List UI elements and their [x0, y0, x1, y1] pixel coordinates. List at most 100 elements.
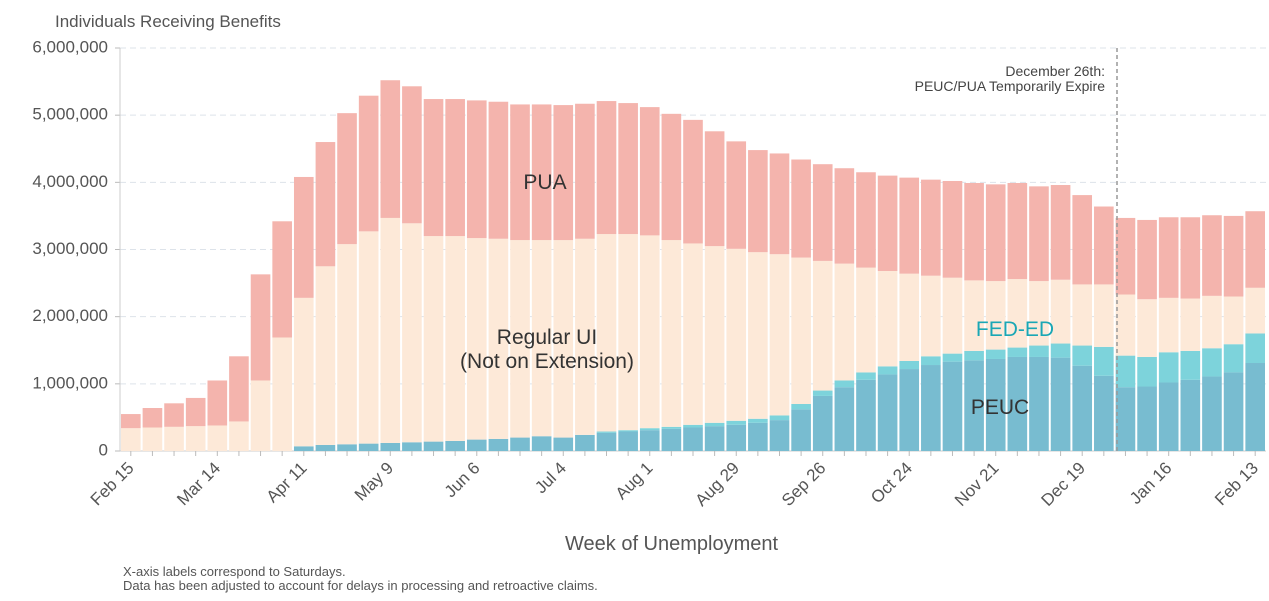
bar-segment [704, 246, 725, 423]
bar-segment [1007, 356, 1028, 451]
bar-segment [553, 240, 574, 438]
x-tick-label: Aug 1 [612, 458, 657, 503]
bar-segment [1072, 284, 1093, 346]
bar-segment [639, 428, 660, 431]
bar-segment [1158, 352, 1179, 383]
x-tick-label: Mar 14 [173, 458, 224, 509]
bar-segment [726, 141, 747, 249]
bar-segment [748, 418, 768, 423]
bar-segment [229, 421, 249, 451]
bar-segment [1029, 356, 1049, 451]
bar-segment [402, 86, 422, 224]
bar-segment [748, 422, 768, 451]
bar-segment [1094, 284, 1114, 347]
bar-segment [921, 365, 941, 451]
bar-segment [207, 380, 228, 426]
bar-segment [964, 350, 984, 361]
bar-segment [985, 281, 1006, 350]
bar-segment [445, 99, 465, 237]
bar-segment [1137, 356, 1157, 387]
bar-segment [618, 431, 638, 451]
bar-segment [661, 113, 682, 241]
bar-segment [877, 270, 898, 367]
bar-segment [812, 390, 833, 396]
bar-segment [293, 446, 314, 451]
bar-segment [531, 104, 552, 241]
bar-segment [1115, 387, 1136, 451]
bar-segment [488, 101, 509, 239]
bar-segment [1050, 279, 1071, 344]
bar-segment [272, 221, 292, 338]
bar-segment [639, 107, 660, 236]
bar-segment [1245, 333, 1265, 364]
x-tick-label: Jun 6 [441, 458, 484, 501]
bar-segment [185, 397, 206, 427]
bar-segment [683, 119, 703, 244]
bar-segment [1007, 183, 1028, 280]
bar-segment [769, 254, 790, 416]
bar-segment [466, 100, 487, 239]
bar-segment [1094, 346, 1114, 376]
bar-segment [1072, 365, 1093, 451]
x-tick-label: May 9 [351, 458, 397, 504]
bar-segment [1115, 294, 1136, 356]
bar-segment [1137, 299, 1157, 357]
bar-segment [704, 131, 725, 247]
bar-segment [1094, 375, 1114, 451]
bar-segment [596, 431, 617, 433]
bar-segment [683, 427, 703, 451]
bar-segment [812, 395, 833, 451]
bar-segment [942, 180, 963, 278]
bar-segment [834, 380, 855, 388]
bar-segment [337, 113, 357, 245]
bar-segment [1115, 355, 1136, 388]
bar-segment [899, 369, 920, 451]
bar-segment [661, 426, 682, 429]
series-label: PEUC [970, 395, 1030, 419]
x-tick-label: Sep 26 [778, 458, 830, 510]
bar-segment [1223, 372, 1244, 451]
y-tick-label: 2,000,000 [32, 306, 108, 325]
bar-segment [618, 234, 638, 431]
bar-segment [423, 441, 444, 451]
bar-segment [683, 424, 703, 428]
bar-segment [315, 266, 336, 445]
bar-segment [315, 444, 336, 451]
bar-segment [1158, 382, 1179, 451]
bar-segment [639, 430, 660, 451]
bar-segment [596, 432, 617, 451]
bar-segment [1202, 295, 1222, 349]
bar-segment [1245, 211, 1265, 288]
y-tick-label: 0 [99, 440, 108, 459]
bar-segment [1158, 217, 1179, 298]
bar-segment [423, 99, 444, 237]
bar-segment [921, 356, 941, 366]
bar-segment [488, 238, 509, 439]
bar-segment [942, 277, 963, 354]
bar-segment [1180, 379, 1201, 451]
bar-segment [1223, 344, 1244, 373]
series-label: FED-ED [975, 317, 1055, 341]
x-tick-label: Oct 24 [867, 458, 916, 507]
bar-segment [121, 428, 141, 451]
bar-segment [445, 236, 465, 441]
bar-segment [358, 443, 379, 451]
bar-segment [704, 422, 725, 427]
bar-segment [748, 150, 768, 253]
bar-segment [834, 387, 855, 451]
bar-segment [380, 217, 401, 443]
x-tick-label: Nov 21 [951, 458, 1003, 510]
bar-segment [877, 366, 898, 375]
bar-segment [1202, 215, 1222, 296]
bar-segment [596, 101, 617, 235]
bar-segment [726, 424, 747, 451]
bar-segment [402, 223, 422, 443]
bar-segment [1115, 217, 1136, 295]
bar-segment [985, 358, 1006, 451]
bar-segment [1094, 206, 1114, 285]
y-tick-label: 4,000,000 [32, 172, 108, 191]
bar-segment [358, 95, 379, 232]
bar-segment [921, 275, 941, 357]
